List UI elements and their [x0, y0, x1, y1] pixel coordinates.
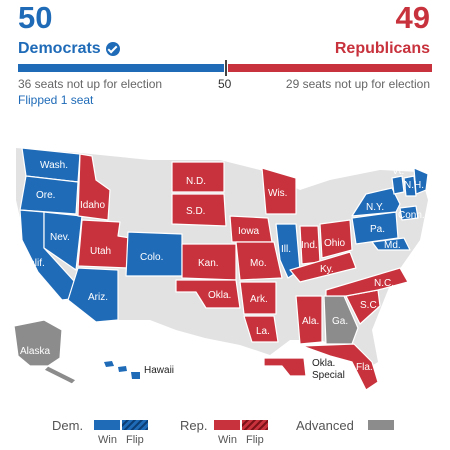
- rep-not-up-text: 29 seats not up for election: [285, 77, 430, 91]
- state-maine: [413, 167, 429, 195]
- dem-seat-count: 50: [18, 0, 53, 35]
- label-vt: Vt.: [392, 166, 404, 177]
- legend-advanced-label: Advanced: [296, 418, 354, 433]
- state-new-hampshire: [403, 175, 417, 197]
- state-kentucky: [289, 251, 357, 283]
- rep-seat-count: 49: [395, 0, 430, 35]
- alaska-tail: [43, 365, 77, 385]
- majority-line: [225, 60, 227, 76]
- label-nd: N.D.: [186, 176, 206, 187]
- state-south-dakota: [171, 193, 227, 227]
- state-oklahoma: [175, 279, 241, 309]
- dem-label-row: Democrats: [18, 40, 120, 58]
- rep-party-label: Republicans: [334, 40, 430, 57]
- legend-dem-flip-swatch: [122, 420, 148, 430]
- label-wis: Wis.: [268, 188, 287, 199]
- label-calif: Calif.: [22, 258, 45, 269]
- legend-rep-win-swatch: [214, 420, 240, 430]
- state-idaho: [77, 153, 111, 221]
- legend-dem-win-swatch: [94, 420, 120, 430]
- label-nh: N.H.: [404, 180, 424, 191]
- label-okla: Okla.: [208, 290, 231, 301]
- label-ark: Ark.: [250, 294, 268, 305]
- state-wisconsin: [261, 167, 297, 215]
- legend-rep-label: Rep.: [180, 418, 208, 433]
- label-ny: N.Y.: [366, 202, 384, 213]
- label-nc: N.C.: [374, 278, 394, 289]
- state-north-carolina: [325, 267, 409, 297]
- label-md: Md.: [384, 240, 401, 251]
- dem-party-label: Democrats: [18, 40, 101, 57]
- label-la: La.: [256, 326, 270, 337]
- state-nevada: [43, 211, 83, 271]
- state-alaska: [13, 319, 63, 367]
- label-sd: S.D.: [186, 206, 205, 217]
- state-connecticut: [399, 205, 419, 221]
- majority-number: 50: [218, 77, 232, 91]
- label-ky: Ky.: [320, 264, 334, 275]
- label-kan: Kan.: [198, 258, 219, 269]
- state-arizona: [67, 267, 119, 323]
- dem-not-up-text: 36 seats not up for election: [18, 77, 163, 91]
- label-alaska: Alaska: [20, 346, 50, 357]
- state-vermont: [391, 175, 405, 195]
- label-okla-special-2: Special: [312, 370, 345, 381]
- state-oregon: [19, 175, 79, 215]
- state-missouri: [235, 241, 283, 281]
- label-conn: Conn.: [398, 210, 425, 221]
- dem-seat-bar: [18, 64, 224, 72]
- label-ohio: Ohio: [324, 238, 346, 249]
- label-colo: Colo.: [140, 252, 163, 263]
- label-iowa: Iowa: [238, 226, 260, 237]
- us-senate-map: Wash. Ore. Calif. Nev. Idaho Utah Ariz. …: [13, 147, 429, 391]
- label-nev: Nev.: [50, 232, 70, 243]
- legend-dem-win: Win: [98, 434, 117, 446]
- state-louisiana: [243, 315, 279, 343]
- label-ill: Ill.: [281, 244, 291, 255]
- label-ga: Ga.: [332, 316, 348, 327]
- label-sc: S.C.: [360, 300, 379, 311]
- label-idaho: Idaho: [80, 200, 105, 211]
- legend-dem-flip: Flip: [126, 434, 144, 446]
- state-north-dakota: [171, 161, 225, 193]
- label-hawaii: Hawaii: [144, 365, 174, 376]
- state-new-york: [351, 187, 401, 217]
- label-ore: Ore.: [36, 190, 55, 201]
- state-alabama: [295, 295, 323, 345]
- state-maryland: [371, 237, 411, 251]
- label-fla: Fla.: [356, 362, 373, 373]
- label-okla-special-1: Okla.: [312, 358, 335, 369]
- legend-rep-flip-swatch: [242, 420, 268, 430]
- label-pa: Pa.: [370, 224, 385, 235]
- flipped-text: Flipped 1 seat: [18, 93, 94, 107]
- label-utah: Utah: [90, 246, 111, 257]
- label-ala: Ala.: [302, 316, 319, 327]
- label-ariz: Ariz.: [88, 292, 108, 303]
- state-florida: [301, 343, 379, 391]
- state-pennsylvania: [351, 211, 399, 245]
- legend-rep-win: Win: [218, 434, 237, 446]
- label-wash: Wash.: [40, 160, 68, 171]
- state-oklahoma-special: [263, 357, 307, 377]
- rep-seat-bar: [228, 64, 432, 72]
- state-arkansas: [239, 281, 277, 315]
- state-hawaii: [104, 361, 140, 379]
- legend-dem-label: Dem.: [52, 418, 84, 433]
- legend-advanced-swatch: [368, 420, 394, 430]
- label-mo: Mo.: [250, 258, 267, 269]
- legend-rep-flip: Flip: [246, 434, 264, 446]
- label-ind: Ind.: [301, 240, 318, 251]
- checkmark-icon: [105, 42, 120, 56]
- state-ohio: [319, 219, 353, 259]
